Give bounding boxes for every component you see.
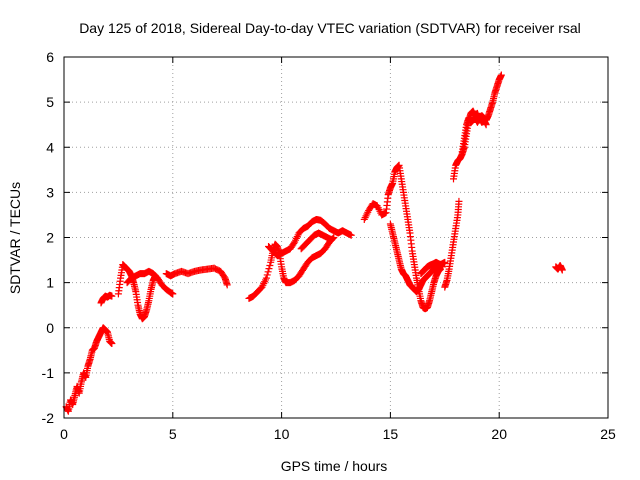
y-tick-label: -2 <box>42 410 55 426</box>
y-axis-ticks: -2 -1 0 1 2 3 4 5 6 <box>42 49 608 426</box>
y-tick-label: 4 <box>46 139 54 155</box>
data-point-marker <box>328 236 336 244</box>
y-tick-label: 2 <box>46 230 54 246</box>
data-point-marker <box>441 258 449 266</box>
y-tick-label: 5 <box>46 94 54 110</box>
y-tick-label: 0 <box>46 320 54 336</box>
y-tick-label: 1 <box>46 275 54 291</box>
data-point-marker <box>455 197 463 205</box>
data-point-marker <box>482 121 490 129</box>
y-tick-label: 3 <box>46 184 54 200</box>
data-point-marker <box>347 231 355 239</box>
x-tick-label: 0 <box>60 426 68 442</box>
data-point-marker <box>266 261 274 269</box>
y-tick-label: -1 <box>42 365 55 381</box>
x-tick-label: 20 <box>491 426 507 442</box>
x-tick-label: 25 <box>600 426 616 442</box>
x-axis-ticks: 0 5 10 15 20 25 <box>60 57 616 442</box>
x-axis-label: GPS time / hours <box>281 458 388 474</box>
data-points <box>62 71 566 415</box>
data-point-marker <box>558 266 566 274</box>
data-point-marker <box>169 290 177 298</box>
data-point-marker <box>264 268 272 276</box>
x-tick-label: 15 <box>383 426 399 442</box>
data-point-marker <box>265 265 273 273</box>
chart-title: Day 125 of 2018, Sidereal Day-to-day VTE… <box>79 20 581 36</box>
data-point-marker <box>262 274 270 282</box>
data-point-marker <box>223 281 231 289</box>
x-tick-label: 5 <box>169 426 177 442</box>
y-tick-label: 6 <box>46 49 54 65</box>
data-point-marker <box>263 271 271 279</box>
data-point-marker <box>108 292 116 300</box>
data-point-marker <box>497 71 505 79</box>
y-axis-label: SDTVAR / TECUs <box>7 182 23 294</box>
data-point-marker <box>108 340 116 348</box>
x-tick-label: 10 <box>274 426 290 442</box>
